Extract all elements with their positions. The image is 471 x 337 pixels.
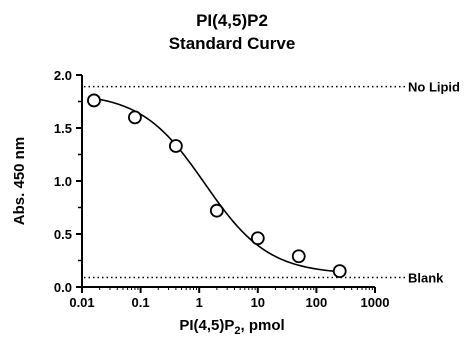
reference-lines: No Lipid Blank <box>84 80 460 285</box>
fit-curve-group <box>93 97 340 273</box>
y-tick-label: 1.0 <box>54 174 72 189</box>
data-point <box>250 231 265 246</box>
data-point <box>128 110 142 125</box>
reference-line-label: Blank <box>408 270 444 285</box>
data-point <box>87 93 101 108</box>
data-point <box>168 139 183 153</box>
data-point <box>209 203 224 218</box>
x-axis-label: PI(4,5)P2, pmol <box>179 317 284 337</box>
chart-subtitle: Standard Curve <box>169 34 296 53</box>
data-point <box>291 249 306 264</box>
y-tick-label: 0.5 <box>54 227 72 242</box>
x-tick-label: 1000 <box>361 295 390 310</box>
x-tick-label: 1 <box>196 295 203 310</box>
axes: 0.0 0.5 1.0 1.5 2.0 0.01 0.1 1 10 100 1000 <box>54 68 390 310</box>
x-tick-label: 100 <box>306 295 328 310</box>
data-points <box>87 93 347 279</box>
x-tick-label: 10 <box>251 295 265 310</box>
x-axis-label-subscript: 2 <box>234 325 240 337</box>
fit-curve <box>93 97 340 273</box>
reference-line-label: No Lipid <box>408 80 460 95</box>
y-tick-label: 0.0 <box>54 280 72 295</box>
y-axis-label: Abs. 450 nm <box>11 137 28 225</box>
x-axis-label-tail: , pmol <box>240 317 284 334</box>
chart-title: PI(4,5)P2 <box>196 11 268 30</box>
y-tick-label: 2.0 <box>54 68 72 83</box>
x-tick-label: 0.1 <box>132 295 150 310</box>
x-axis-label-main: PI(4,5)P <box>179 317 234 334</box>
y-tick-label: 1.5 <box>54 121 72 136</box>
x-tick-label: 0.01 <box>69 295 94 310</box>
data-point <box>332 264 347 279</box>
